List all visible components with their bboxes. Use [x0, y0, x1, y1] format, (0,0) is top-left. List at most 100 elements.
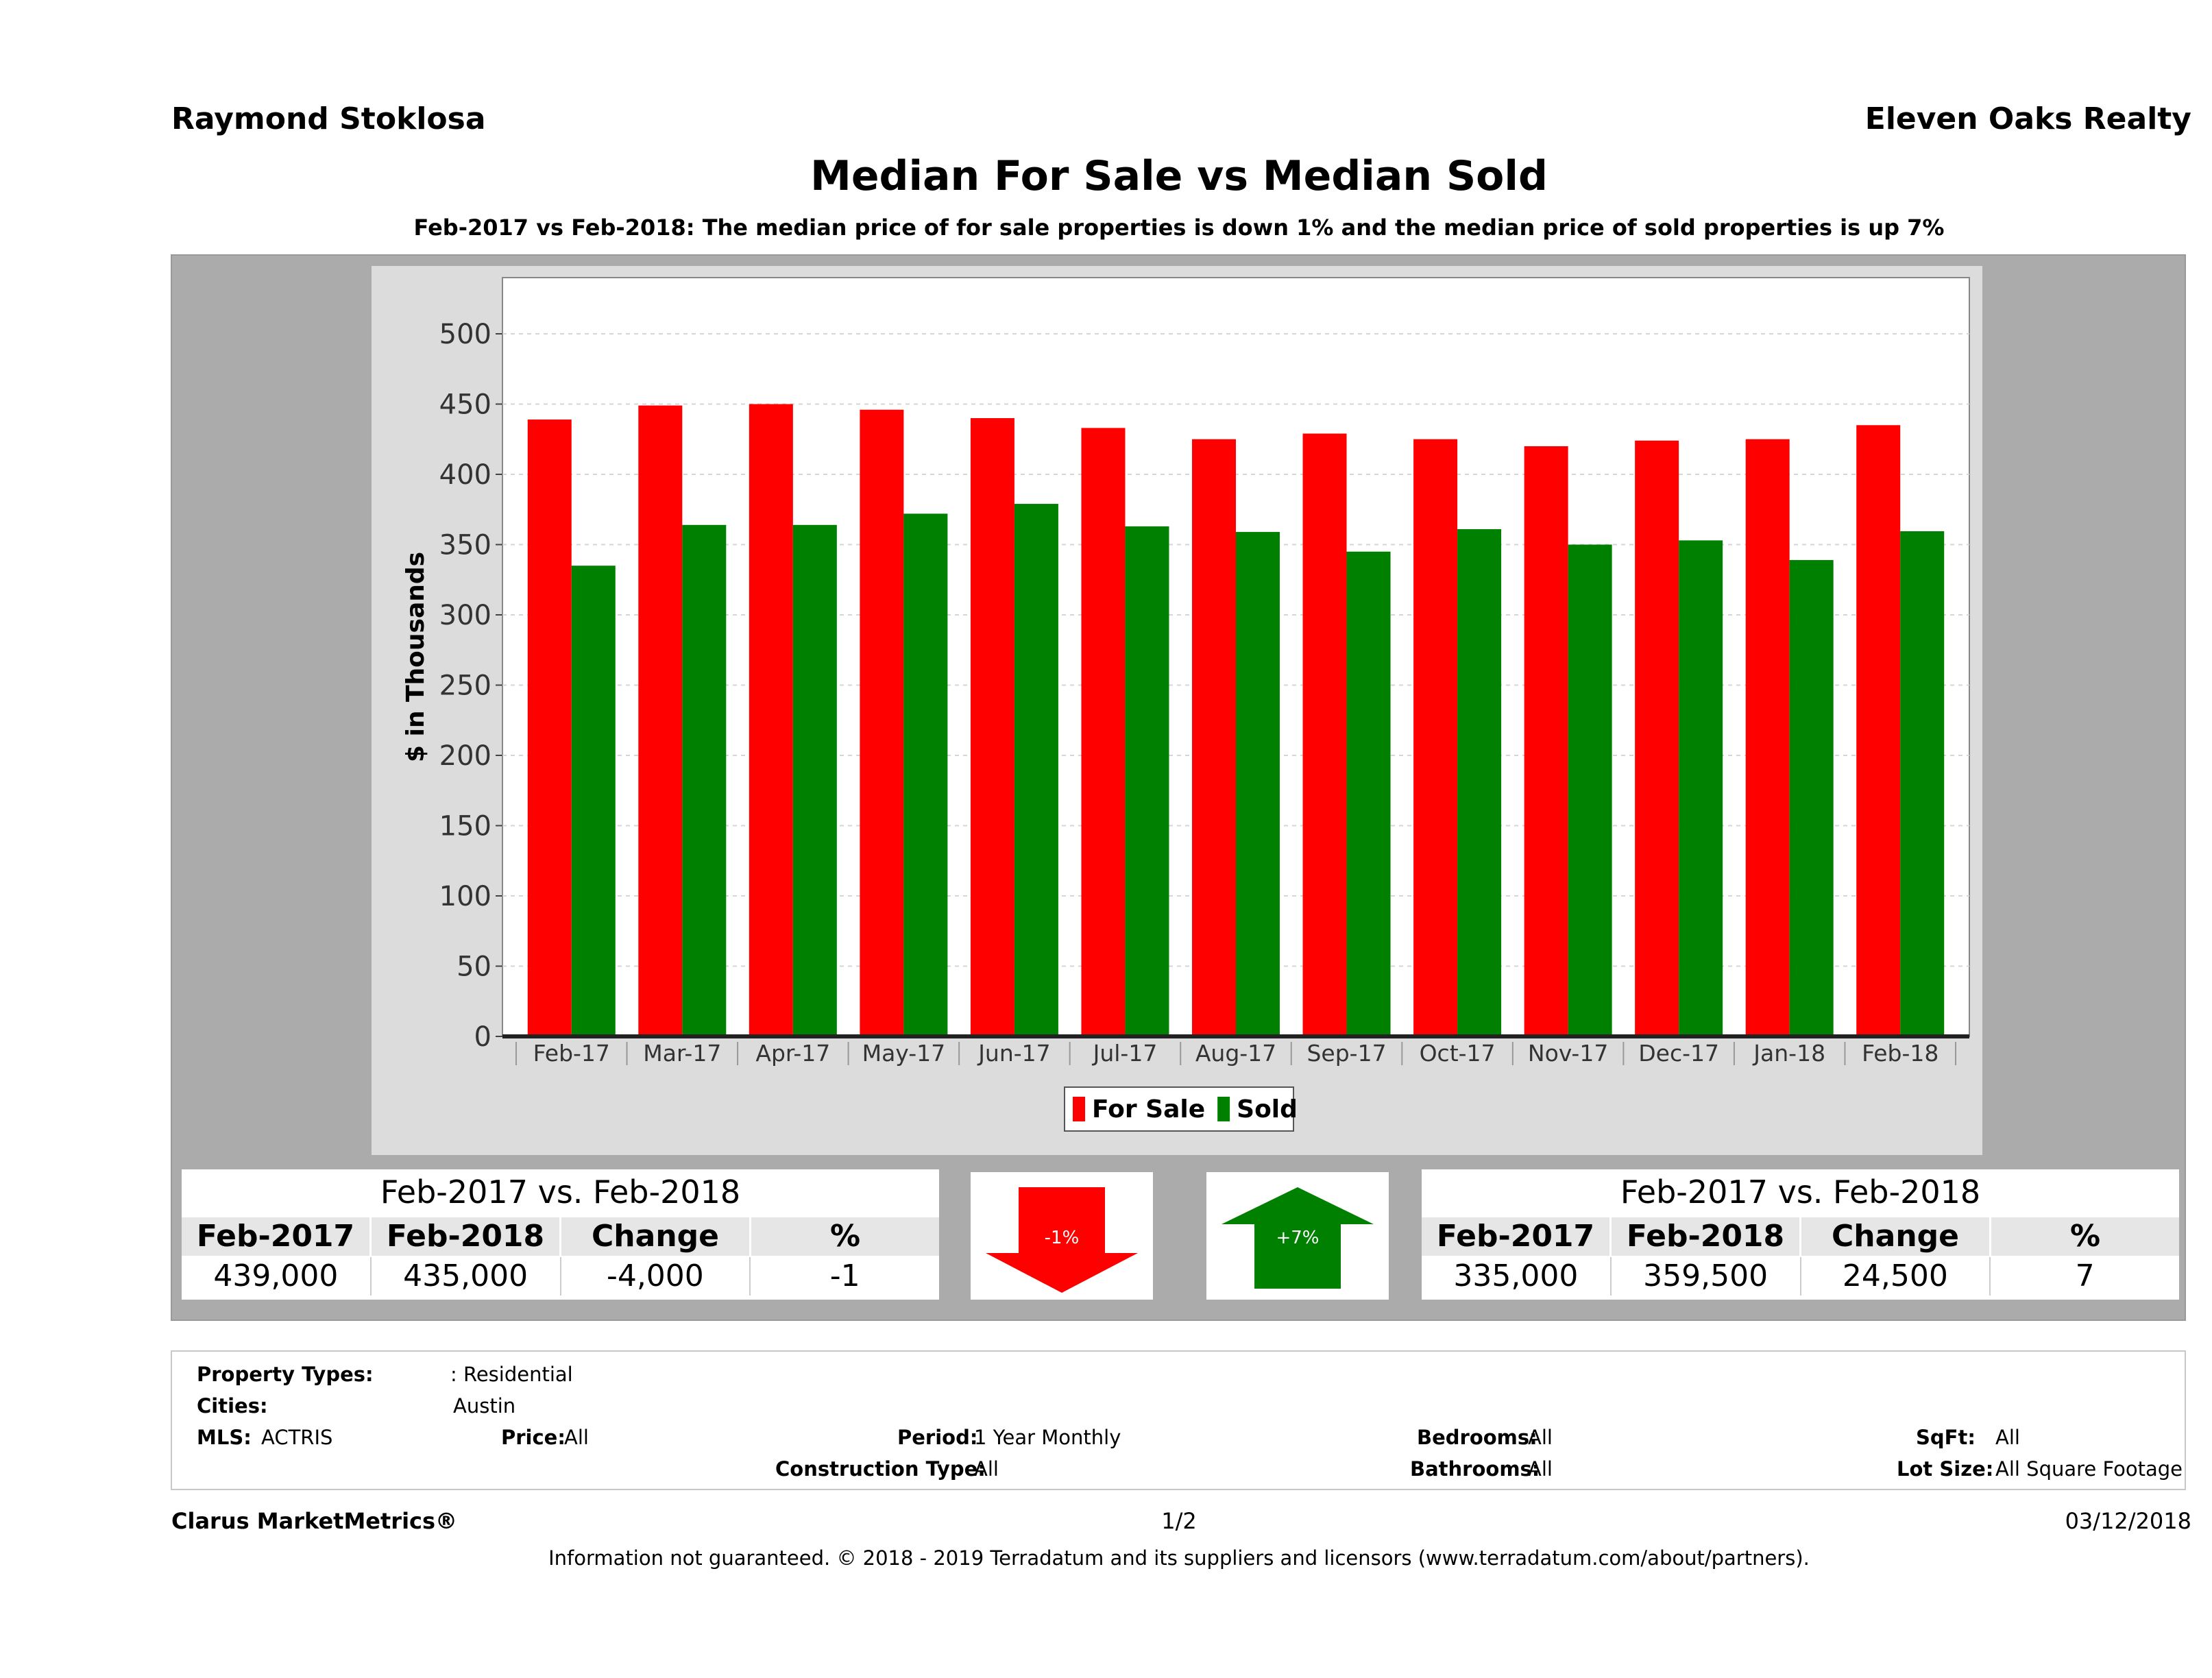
sold-end-value: 359,500: [1612, 1257, 1801, 1296]
bedrooms-label: Bedrooms:: [1417, 1426, 1538, 1449]
bar-sold-sep-17: [1346, 551, 1391, 1036]
sold-table: Feb-2017 vs. Feb-2018 Feb-2017 Feb-2018 …: [1422, 1169, 2179, 1300]
y-tick-label: 150: [439, 811, 491, 842]
up-arrow-card: +7%: [1206, 1172, 1389, 1300]
property-types-value: : Residential: [450, 1363, 573, 1386]
bar-for-sale-may-17: [860, 409, 904, 1036]
y-tick-label: 450: [439, 389, 491, 421]
construction-type-label: Construction Type:: [775, 1457, 986, 1481]
bar-sold-feb-17: [571, 566, 616, 1036]
x-tick-label: Feb-18: [1862, 1040, 1938, 1067]
y-tick-label: 200: [439, 740, 491, 772]
y-tick-label: 500: [439, 319, 491, 350]
x-tick-label: Jan-18: [1752, 1040, 1825, 1067]
for-sale-start-value: 439,000: [182, 1257, 372, 1296]
bar-sold-mar-17: [682, 524, 727, 1036]
bar-for-sale-apr-17: [749, 404, 793, 1036]
x-tick-label: Aug-17: [1195, 1040, 1276, 1067]
lot-size-value: All Square Footage: [1995, 1457, 2183, 1481]
chart-area: 0 50 100 150 200 250 300 350 400 450 500 $ in Thous…: [372, 266, 1982, 1155]
sold-table-heading: Feb-2017 vs. Feb-2018: [1620, 1174, 1981, 1211]
agent-name: Raymond Stoklosa: [171, 101, 486, 136]
bar-for-sale-feb-18: [1856, 425, 1901, 1036]
bar-chart: 0 50 100 150 200 250 300 350 400 450 500 $ in Thous…: [402, 277, 1970, 1132]
search-criteria: Property Types: : Residential Cities: Au…: [171, 1350, 2186, 1490]
bar-sold-nov-17: [1568, 544, 1612, 1036]
for-sale-change-value: -4,000: [561, 1257, 751, 1296]
sold-start-value: 335,000: [1422, 1257, 1612, 1296]
bar-for-sale-mar-17: [638, 405, 683, 1036]
legend-swatch-sold: [1217, 1097, 1230, 1121]
bathrooms-value: All: [1528, 1457, 1553, 1481]
bathrooms-label: Bathrooms:: [1410, 1457, 1540, 1481]
sold-col-change: Change: [1801, 1217, 1991, 1256]
bedrooms-value: All: [1528, 1426, 1553, 1449]
up-arrow-icon: +7%: [1222, 1187, 1374, 1289]
bar-for-sale-feb-17: [527, 420, 572, 1036]
x-tick-label: Nov-17: [1528, 1040, 1608, 1067]
bar-sold-jun-17: [1014, 504, 1058, 1036]
footer-date: 03/12/2018: [2065, 1508, 2191, 1534]
x-tick-label: Apr-17: [755, 1040, 830, 1067]
y-tick-label: 50: [457, 951, 491, 983]
sold-col-end: Feb-2018: [1612, 1217, 1801, 1256]
bar-for-sale-oct-17: [1413, 439, 1458, 1036]
bar-sold-apr-17: [792, 524, 837, 1036]
sqft-value: All: [1995, 1426, 2020, 1449]
legend-box: [1064, 1086, 1294, 1132]
price-value: All: [564, 1426, 589, 1449]
footer-disclaimer: Information not guaranteed. © 2018 - 201…: [548, 1546, 1810, 1570]
brokerage-name: Eleven Oaks Realty: [1864, 101, 2191, 136]
x-tick-label: Jul-17: [1092, 1040, 1158, 1067]
for-sale-col-pct: %: [829, 1219, 861, 1254]
bar-sold-dec-17: [1679, 540, 1723, 1036]
for-sale-col-change: Change: [561, 1217, 751, 1256]
for-sale-pct-value: -1: [829, 1258, 860, 1293]
lot-size-label: Lot Size:: [1897, 1457, 1994, 1481]
sold-col-start: Feb-2017: [1422, 1217, 1612, 1256]
bar-for-sale-nov-17: [1524, 446, 1568, 1036]
x-tick-label: Feb-17: [533, 1040, 610, 1067]
bar-sold-oct-17: [1457, 528, 1502, 1036]
down-arrow-card: -1%: [971, 1172, 1153, 1300]
cities-label: Cities:: [197, 1394, 268, 1418]
y-tick-label: 350: [439, 530, 491, 561]
y-axis-title: $ in Thousands: [402, 552, 430, 762]
x-tick-label: Sep-17: [1306, 1040, 1386, 1067]
mls-value: ACTRIS: [261, 1426, 333, 1449]
up-arrow-label: +7%: [1276, 1228, 1319, 1248]
legend-swatch-for-sale: [1073, 1097, 1085, 1121]
bar-for-sale-jul-17: [1081, 428, 1126, 1036]
sold-change-value: 24,500: [1801, 1257, 1991, 1296]
bar-sold-jul-17: [1125, 526, 1169, 1036]
bar-sold-jan-18: [1789, 560, 1834, 1036]
bar-sold-may-17: [903, 513, 948, 1036]
mls-label: MLS:: [197, 1426, 252, 1449]
bar-for-sale-aug-17: [1192, 439, 1236, 1036]
bar-for-sale-dec-17: [1635, 440, 1679, 1036]
x-tick-label: May-17: [862, 1040, 946, 1067]
sqft-label: SqFt:: [1916, 1426, 1976, 1449]
for-sale-end-value: 435,000: [372, 1257, 561, 1296]
for-sale-table: Feb-2017 vs. Feb-2018 Feb-2017 Feb-2018 …: [182, 1169, 939, 1300]
chart-title: Median For Sale vs Median Sold: [810, 152, 1548, 200]
y-tick-label: 0: [474, 1021, 491, 1053]
bar-for-sale-jun-17: [970, 418, 1014, 1036]
property-types-label: Property Types:: [197, 1363, 374, 1386]
period-label: Period:: [897, 1426, 978, 1449]
legend-label-for-sale: For Sale: [1092, 1095, 1205, 1123]
cities-value: Austin: [453, 1394, 516, 1418]
y-tick-label: 300: [439, 600, 491, 631]
bar-for-sale-sep-17: [1302, 433, 1347, 1036]
price-label: Price:: [501, 1426, 566, 1449]
chart-subtitle: Feb-2017 vs Feb-2018: The median price o…: [413, 215, 1945, 241]
x-tick-label: Jun-17: [977, 1040, 1050, 1067]
x-tick-label: Mar-17: [643, 1040, 721, 1067]
footer-brand: Clarus MarketMetrics®: [171, 1508, 458, 1534]
for-sale-table-heading: Feb-2017 vs. Feb-2018: [380, 1174, 741, 1211]
for-sale-col-end: Feb-2018: [372, 1217, 561, 1256]
y-tick-label: 250: [439, 670, 491, 702]
period-value: 1 Year Monthly: [974, 1426, 1121, 1449]
construction-type-value: All: [974, 1457, 999, 1481]
footer-page-number: 1/2: [1161, 1508, 1197, 1534]
